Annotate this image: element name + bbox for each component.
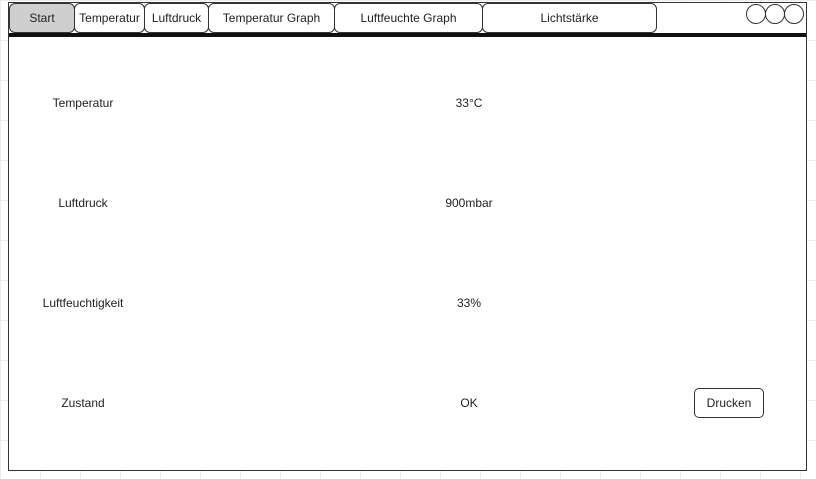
tab-lichtstaerke[interactable]: Lichtstärke: [482, 3, 657, 33]
circle-icon[interactable]: [765, 4, 785, 24]
reading-label: Luftfeuchtigkeit: [42, 296, 124, 310]
circle-icon[interactable]: [784, 4, 804, 24]
window-controls: [746, 4, 804, 24]
reading-row-luftfeuchtigkeit: Luftfeuchtigkeit 33%: [9, 293, 806, 313]
reading-label: Temperatur: [52, 96, 114, 110]
tab-luftfeuchte-graph[interactable]: Luftfeuchte Graph: [334, 3, 483, 33]
reading-label: Zustand: [61, 396, 105, 410]
tab-start[interactable]: Start: [9, 3, 75, 33]
reading-row-luftdruck: Luftdruck 900mbar: [9, 193, 806, 213]
main-window: Start Temperatur Luftdruck Temperatur Gr…: [8, 2, 807, 471]
tab-luftdruck[interactable]: Luftdruck: [144, 3, 209, 33]
reading-value: 33°C: [455, 96, 483, 110]
reading-label: Luftdruck: [58, 196, 108, 210]
reading-value: 900mbar: [445, 196, 493, 210]
tab-temperatur[interactable]: Temperatur: [74, 3, 145, 33]
print-button[interactable]: Drucken: [694, 388, 764, 418]
tab-temperatur-graph[interactable]: Temperatur Graph: [208, 3, 335, 33]
reading-value: 33%: [456, 296, 482, 310]
reading-value: OK: [460, 396, 478, 410]
circle-icon[interactable]: [746, 4, 766, 24]
reading-row-zustand: Zustand OK: [9, 393, 806, 413]
tab-bar: Start Temperatur Luftdruck Temperatur Gr…: [9, 3, 806, 37]
reading-row-temperatur: Temperatur 33°C: [9, 93, 806, 113]
tab-underline: [9, 33, 806, 37]
